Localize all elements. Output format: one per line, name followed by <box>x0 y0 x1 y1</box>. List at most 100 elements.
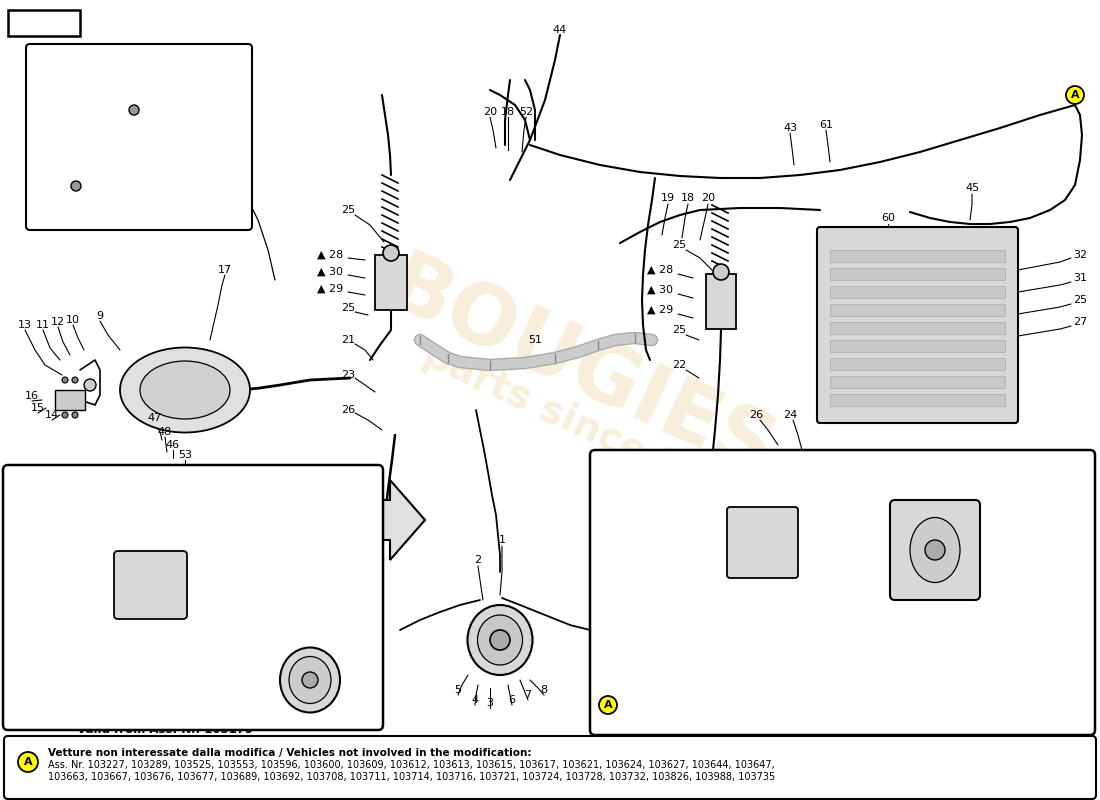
Text: 24: 24 <box>783 410 798 420</box>
Text: 8: 8 <box>540 685 548 695</box>
Text: 57: 57 <box>261 478 275 488</box>
Text: ▲ 28: ▲ 28 <box>647 265 673 275</box>
Text: 49: 49 <box>711 455 725 465</box>
Ellipse shape <box>280 647 340 713</box>
Bar <box>830 394 1005 406</box>
Text: 32: 32 <box>1072 250 1087 260</box>
Text: 3: 3 <box>486 698 494 708</box>
Text: 25: 25 <box>1072 295 1087 305</box>
Text: 6: 6 <box>508 695 516 705</box>
Bar <box>830 376 1005 388</box>
Text: 5: 5 <box>454 685 462 695</box>
Bar <box>706 274 736 329</box>
Text: 33: 33 <box>653 690 667 700</box>
Text: parts since 2005: parts since 2005 <box>417 336 762 524</box>
Bar <box>830 250 1005 262</box>
Text: 33: 33 <box>23 710 37 720</box>
Circle shape <box>600 696 617 714</box>
Text: 35: 35 <box>661 485 675 495</box>
Text: 61: 61 <box>820 120 833 130</box>
Ellipse shape <box>910 518 960 582</box>
Text: 56: 56 <box>218 478 232 488</box>
Text: 50: 50 <box>732 455 745 465</box>
Text: 48: 48 <box>158 427 172 437</box>
Text: 17: 17 <box>218 265 232 275</box>
Text: Soluzione superata
Old solution: Soluzione superata Old solution <box>76 65 202 93</box>
Circle shape <box>72 377 78 383</box>
FancyBboxPatch shape <box>4 736 1096 799</box>
Text: 2: 2 <box>684 485 692 495</box>
Text: ▲ 29: ▲ 29 <box>647 305 673 315</box>
Text: 38: 38 <box>785 455 799 465</box>
Text: 20: 20 <box>701 193 715 203</box>
Text: 19: 19 <box>661 193 675 203</box>
Bar <box>830 286 1005 298</box>
Circle shape <box>925 540 945 560</box>
Bar <box>830 268 1005 280</box>
Text: 43: 43 <box>783 123 798 133</box>
Bar <box>830 322 1005 334</box>
Text: 26: 26 <box>749 410 763 420</box>
FancyBboxPatch shape <box>590 450 1094 735</box>
Bar <box>830 358 1005 370</box>
Text: 16: 16 <box>25 391 39 401</box>
Ellipse shape <box>120 347 250 433</box>
Text: BOUGIES: BOUGIES <box>373 245 786 495</box>
FancyBboxPatch shape <box>3 465 383 730</box>
Text: 26: 26 <box>341 405 355 415</box>
Circle shape <box>72 181 81 191</box>
Text: Vale dall'Ass. Nr. 103179
Valid from Ass. Nr. 103179: Vale dall'Ass. Nr. 103179 Valid from Ass… <box>77 708 253 736</box>
Text: 42: 42 <box>213 595 227 605</box>
Text: 18: 18 <box>500 107 515 117</box>
Circle shape <box>62 377 68 383</box>
Ellipse shape <box>468 605 532 675</box>
Text: ▲ 30: ▲ 30 <box>647 285 673 295</box>
Text: 11: 11 <box>36 320 50 330</box>
Text: 2: 2 <box>474 555 482 565</box>
Circle shape <box>62 412 68 418</box>
Text: 37: 37 <box>803 455 817 465</box>
Text: 35: 35 <box>104 482 119 492</box>
Text: 10: 10 <box>66 315 80 325</box>
Polygon shape <box>330 480 425 560</box>
Text: 44: 44 <box>553 25 568 35</box>
Text: 22: 22 <box>672 360 686 370</box>
Text: 20: 20 <box>483 107 497 117</box>
Text: 58: 58 <box>243 478 257 488</box>
Text: 41: 41 <box>943 585 957 595</box>
Ellipse shape <box>140 361 230 419</box>
Text: 12: 12 <box>51 317 65 327</box>
Text: 23: 23 <box>341 370 355 380</box>
Text: 13: 13 <box>18 320 32 330</box>
Text: 18: 18 <box>681 193 695 203</box>
Text: 31: 31 <box>1072 273 1087 283</box>
Text: 41: 41 <box>192 595 207 605</box>
Text: 59: 59 <box>103 600 117 610</box>
Text: 34: 34 <box>641 485 656 495</box>
Text: 15: 15 <box>31 403 45 413</box>
Text: Ass. Nr. 103227, 103289, 103525, 103553, 103596, 103600, 103609, 103612, 103613,: Ass. Nr. 103227, 103289, 103525, 103553,… <box>48 760 774 770</box>
FancyBboxPatch shape <box>114 551 187 619</box>
Circle shape <box>490 630 510 650</box>
Text: 46: 46 <box>166 440 180 450</box>
Text: 1: 1 <box>498 535 506 545</box>
Text: 51: 51 <box>528 335 542 345</box>
Bar <box>55 390 85 410</box>
Text: ▲ 30: ▲ 30 <box>317 267 343 277</box>
Text: A: A <box>604 700 613 710</box>
Text: 60: 60 <box>881 213 895 223</box>
Circle shape <box>84 379 96 391</box>
Text: 47: 47 <box>147 413 162 423</box>
Text: ▲ 29: ▲ 29 <box>317 284 343 294</box>
FancyBboxPatch shape <box>890 500 980 600</box>
Text: 36: 36 <box>839 455 853 465</box>
Text: A: A <box>1070 90 1079 100</box>
Text: 25: 25 <box>341 303 355 313</box>
Text: 42: 42 <box>962 595 977 605</box>
Text: 39: 39 <box>131 482 145 492</box>
Text: 4: 4 <box>472 695 478 705</box>
Ellipse shape <box>477 615 522 665</box>
Circle shape <box>18 752 38 772</box>
Text: 1: 1 <box>752 455 759 465</box>
Ellipse shape <box>289 657 331 703</box>
